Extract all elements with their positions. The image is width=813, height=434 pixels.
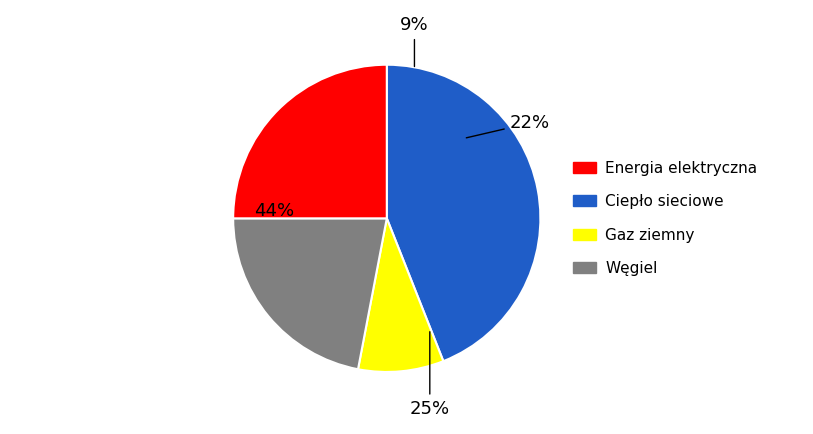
- Wedge shape: [387, 65, 541, 361]
- Text: 25%: 25%: [410, 332, 450, 418]
- Text: 44%: 44%: [254, 202, 294, 220]
- Legend: Energia elektryczna, Ciepło sieciowe, Gaz ziemny, Węgiel: Energia elektryczna, Ciepło sieciowe, Ga…: [567, 155, 763, 282]
- Wedge shape: [233, 218, 387, 369]
- Wedge shape: [233, 65, 387, 218]
- Text: 9%: 9%: [400, 16, 428, 66]
- Wedge shape: [358, 218, 443, 372]
- Text: 22%: 22%: [467, 114, 550, 138]
